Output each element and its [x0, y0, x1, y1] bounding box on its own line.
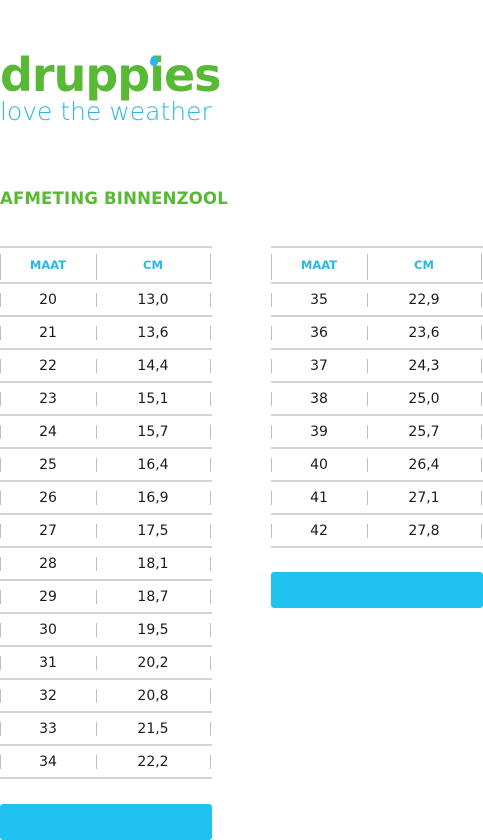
size-cm: 21,5 — [137, 720, 169, 737]
size-maat: 29 — [39, 588, 57, 605]
table-row: 33 21,5 — [0, 713, 212, 746]
header-cm: CM — [143, 258, 163, 272]
table-header-row: MAAT CM — [0, 246, 212, 284]
table-row: 35 22,9 — [271, 284, 483, 317]
size-cm: 16,4 — [137, 456, 169, 473]
size-maat: 30 — [39, 621, 57, 638]
table-row: 41 27,1 — [271, 482, 483, 515]
size-maat: 28 — [39, 555, 57, 572]
size-cm: 23,6 — [408, 324, 440, 341]
table-row: 39 25,7 — [271, 416, 483, 449]
size-maat: 41 — [310, 489, 328, 506]
table-row: 31 20,2 — [0, 647, 212, 680]
size-maat: 36 — [310, 324, 328, 341]
size-cm: 26,4 — [408, 456, 440, 473]
size-maat: 34 — [39, 753, 57, 770]
size-maat: 35 — [310, 291, 328, 308]
size-maat: 26 — [39, 489, 57, 506]
size-maat: 39 — [310, 423, 328, 440]
size-cm: 18,7 — [137, 588, 169, 605]
footer-bar-right — [271, 572, 483, 608]
water-drop-icon — [150, 56, 158, 66]
table-row: 32 20,8 — [0, 680, 212, 713]
table-row: 22 14,4 — [0, 350, 212, 383]
size-cm: 25,0 — [408, 390, 440, 407]
size-table-right: MAAT CM 35 22,9 36 23,6 37 24,3 38 25,0 39 25,7 40 26… — [271, 246, 483, 548]
size-cm: 19,5 — [137, 621, 169, 638]
table-row: 34 22,2 — [0, 746, 212, 779]
size-cm: 15,7 — [137, 423, 169, 440]
size-cm: 22,2 — [137, 753, 169, 770]
size-cm: 25,7 — [408, 423, 440, 440]
size-maat: 40 — [310, 456, 328, 473]
size-cm: 18,1 — [137, 555, 169, 572]
table-row: 25 16,4 — [0, 449, 212, 482]
size-cm: 24,3 — [408, 357, 440, 374]
table-row: 30 19,5 — [0, 614, 212, 647]
size-cm: 27,1 — [408, 489, 440, 506]
size-cm: 20,2 — [137, 654, 169, 671]
table-row: 21 13,6 — [0, 317, 212, 350]
size-maat: 31 — [39, 654, 57, 671]
size-maat: 33 — [39, 720, 57, 737]
table-row: 40 26,4 — [271, 449, 483, 482]
header-maat: MAAT — [29, 258, 67, 272]
header-maat: MAAT — [300, 258, 338, 272]
size-maat: 38 — [310, 390, 328, 407]
size-cm: 14,4 — [137, 357, 169, 374]
header-cm: CM — [414, 258, 434, 272]
size-maat: 32 — [39, 687, 57, 704]
table-row: 42 27,8 — [271, 515, 483, 548]
section-title: AFMETING BINNENZOOL — [0, 189, 228, 208]
table-row: 38 25,0 — [271, 383, 483, 416]
size-table-left: MAAT CM 20 13,0 21 13,6 22 14,4 23 15,1 24 15,7 25 16… — [0, 246, 212, 779]
size-maat: 23 — [39, 390, 57, 407]
brand-tagline: love the weather — [0, 97, 212, 126]
table-row: 20 13,0 — [0, 284, 212, 317]
size-cm: 22,9 — [408, 291, 440, 308]
size-maat: 21 — [39, 324, 57, 341]
brand-name: druppies — [0, 52, 222, 98]
brand-logo: druppies love the weather — [0, 52, 222, 126]
table-row: 37 24,3 — [271, 350, 483, 383]
table-row: 24 15,7 — [0, 416, 212, 449]
table-row: 23 15,1 — [0, 383, 212, 416]
footer-bar-left — [0, 804, 212, 840]
table-row: 27 17,5 — [0, 515, 212, 548]
size-cm: 13,0 — [137, 291, 169, 308]
size-maat: 37 — [310, 357, 328, 374]
brand-name-text: druppies — [0, 48, 222, 102]
size-cm: 20,8 — [137, 687, 169, 704]
size-cm: 17,5 — [137, 522, 169, 539]
size-maat: 22 — [39, 357, 57, 374]
size-cm: 27,8 — [408, 522, 440, 539]
size-maat: 42 — [310, 522, 328, 539]
size-maat: 27 — [39, 522, 57, 539]
size-cm: 15,1 — [137, 390, 169, 407]
table-row: 29 18,7 — [0, 581, 212, 614]
size-maat: 25 — [39, 456, 57, 473]
size-cm: 16,9 — [137, 489, 169, 506]
table-header-row: MAAT CM — [271, 246, 483, 284]
size-maat: 24 — [39, 423, 57, 440]
table-row: 36 23,6 — [271, 317, 483, 350]
table-row: 28 18,1 — [0, 548, 212, 581]
table-row: 26 16,9 — [0, 482, 212, 515]
size-cm: 13,6 — [137, 324, 169, 341]
size-maat: 20 — [39, 291, 57, 308]
